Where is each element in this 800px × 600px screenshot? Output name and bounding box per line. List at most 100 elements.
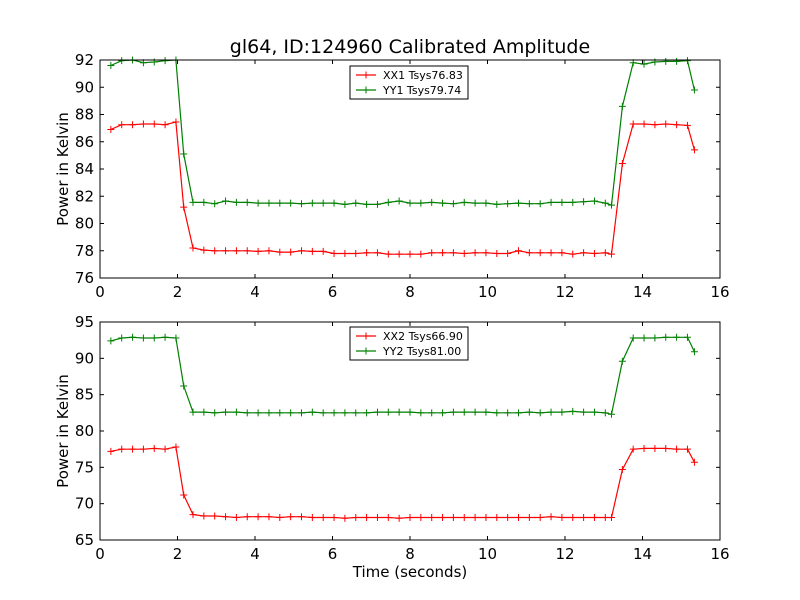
data-point-marker [352,249,360,257]
data-point-marker [363,200,371,208]
x-tick-label: 0 [95,545,105,563]
data-point-marker [504,513,512,521]
data-point-marker [580,408,588,416]
data-point-marker [504,409,512,417]
data-point-marker [341,249,349,257]
data-point-marker [150,334,158,342]
data-point-marker [673,445,681,453]
x-tick-label: 12 [555,283,574,301]
data-point-marker [482,199,490,207]
data-point-marker [222,197,230,205]
data-point-marker [536,249,544,257]
data-point-marker [662,333,670,341]
data-point-marker [690,146,698,154]
data-point-marker [287,248,295,256]
data-point-marker [601,513,609,521]
data-point-marker [690,86,698,94]
data-point-marker [406,408,414,416]
data-point-marker [222,408,230,416]
y-tick-label: 78 [75,242,94,260]
data-point-marker [525,249,533,257]
x-tick-label: 4 [250,545,260,563]
data-point-marker [460,408,468,416]
legend-marker [362,71,370,79]
data-point-marker [161,333,169,341]
y-tick-label: 88 [75,106,94,124]
data-point-marker [449,408,457,416]
data-point-marker [211,409,219,417]
data-point-marker [683,333,691,341]
data-point-marker [373,513,381,521]
data-point-marker [525,513,533,521]
data-point-marker [428,409,436,417]
y-tick-label: 70 [75,495,94,513]
y-tick-label: 90 [75,78,94,96]
data-point-marker [460,513,468,521]
data-point-marker [547,249,555,257]
data-point-marker [428,513,436,521]
data-point-marker [608,410,615,418]
data-point-marker [276,199,284,207]
data-point-marker [640,334,648,342]
data-point-marker [493,200,501,208]
data-point-marker [618,102,626,110]
data-point-marker [428,198,436,206]
data-point-marker [265,247,273,255]
data-point-marker [493,409,501,417]
data-point-marker [558,198,566,206]
data-point-marker [298,513,305,521]
data-point-marker [417,409,425,417]
data-point-marker [150,120,158,128]
data-point-marker [265,409,273,417]
data-point-marker [515,513,522,521]
data-point-marker [608,250,615,258]
x-tick-label: 2 [173,545,183,563]
y-tick-label: 85 [75,386,94,404]
data-point-marker [629,120,637,128]
x-tick-label: 8 [405,283,415,301]
data-point-marker [515,247,522,255]
data-point-marker [118,57,126,65]
data-point-marker [319,409,327,417]
y-axis-label: Power in Kelvin [54,374,72,488]
data-point-marker [417,199,425,207]
data-point-marker [222,513,230,521]
data-point-marker [180,491,188,499]
data-point-marker [449,513,457,521]
data-point-marker [308,408,316,416]
legend-label: XX1 Tsys76.83 [383,69,463,82]
data-point-marker [384,250,392,258]
data-point-marker [254,247,262,255]
data-point-marker [395,197,403,205]
data-point-marker [482,513,490,521]
data-point-marker [629,334,637,342]
data-point-marker [406,199,414,207]
x-tick-label: 2 [173,283,183,301]
bottom-plot: 0 2 4 6 8 10 12 14 16 65 70 75 80 85 90 95 Power in Kelv… [54,313,730,581]
data-point-marker [254,409,262,417]
data-point-marker [118,334,126,342]
data-point-marker [330,513,338,521]
x-tick-label: 6 [328,545,338,563]
y-tick-label: 65 [75,531,94,549]
data-point-marker [569,513,577,521]
data-point-marker [651,444,659,452]
legend-marker [362,332,370,340]
data-point-marker [330,199,338,207]
data-point-marker [232,247,240,255]
data-point-marker [287,199,295,207]
data-point-marker [211,200,219,208]
data-point-marker [373,200,381,208]
data-point-marker [352,513,360,521]
legend-label: YY1 Tsys79.74 [382,84,461,97]
legend-box [349,65,469,100]
data-point-marker [118,445,126,453]
data-point-marker [222,247,230,255]
data-point-marker [683,121,691,129]
data-point-marker [107,61,115,69]
top-plot: 0 2 4 6 8 10 12 14 16 76 78 80 82 84 86 88 90 92 Power in … [54,51,730,301]
data-point-marker [363,409,371,417]
data-point-marker [180,150,188,158]
data-point-marker [640,60,648,68]
data-point-marker [640,444,648,452]
